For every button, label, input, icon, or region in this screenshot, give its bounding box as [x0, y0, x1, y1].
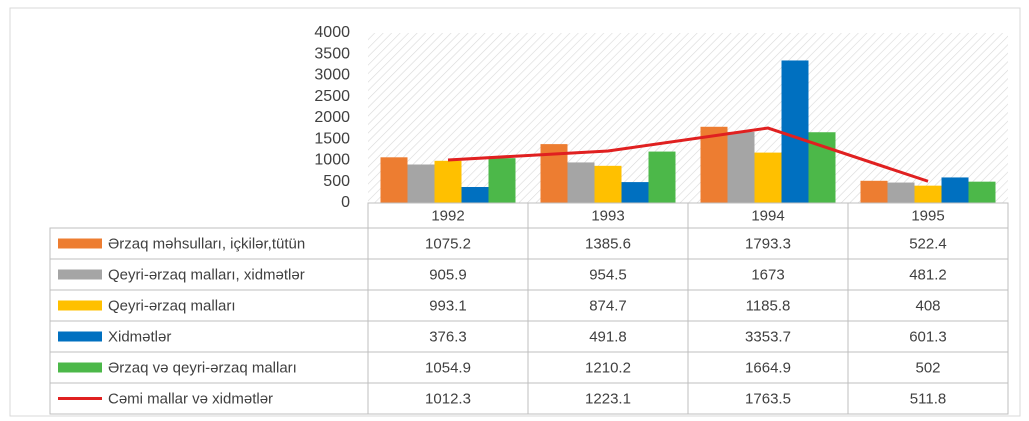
legend-label: Cəmi mallar və xidmətlər: [108, 390, 273, 407]
bar: [407, 164, 435, 203]
table-value: 376.3: [429, 328, 467, 345]
bar: [754, 152, 782, 203]
table-value: 1185.8: [746, 297, 791, 314]
bar: [887, 182, 915, 203]
y-tick-label: 2000: [314, 109, 350, 126]
bar: [781, 60, 809, 204]
table-value: 1673: [751, 266, 784, 283]
table-value: 1793.3: [745, 235, 791, 252]
table-value: 3353.7: [745, 328, 791, 345]
y-tick-label: 1500: [314, 130, 350, 147]
table-value: 502: [915, 359, 940, 376]
y-tick-label: 3000: [314, 67, 350, 84]
legend-key: [58, 331, 102, 342]
table-cell: [847, 382, 1009, 415]
table-value: 1763.5: [745, 390, 791, 407]
bar: [488, 158, 516, 203]
legend-key: [58, 300, 102, 311]
table-value: 511.8: [910, 390, 946, 407]
table-value: 1075.2: [425, 235, 471, 252]
table-value: 954.5: [589, 266, 627, 283]
bar: [567, 162, 595, 203]
y-tick-label: 1000: [314, 152, 350, 169]
legend-label: Ərzaq və qeyri-ərzaq malları: [108, 359, 297, 376]
bar: [700, 126, 728, 203]
plot-area: [368, 33, 1008, 203]
legend-label: Ərzaq məhsulları, içkilər,tütün: [108, 235, 305, 252]
y-tick-label: 500: [323, 173, 350, 190]
table-value: 491.8: [589, 328, 627, 345]
y-tick-label: 0: [341, 194, 350, 211]
table-value: 993.1: [429, 297, 467, 314]
bar: [621, 182, 649, 203]
legend-label: Xidmətlər: [108, 328, 171, 345]
bar: [860, 180, 888, 203]
legend-key: [58, 238, 102, 249]
x-tick-label: 1995: [911, 207, 944, 224]
legend-key: [58, 362, 102, 373]
bar: [461, 187, 489, 203]
x-tick-label: 1994: [751, 207, 784, 224]
table-value: 1054.9: [425, 359, 471, 376]
table-value: 601.3: [909, 328, 947, 345]
bar: [648, 151, 676, 203]
y-tick-label: 4000: [314, 24, 350, 41]
table-value: 1223.1: [585, 390, 631, 407]
legend-key: [58, 269, 102, 280]
legend-label: Qeyri-ərzaq malları, xidmətlər: [108, 266, 305, 283]
chart-border: [9, 7, 1021, 417]
bar: [941, 177, 969, 203]
y-tick-label: 3500: [314, 45, 350, 62]
line: [447, 126, 929, 183]
bar: [968, 181, 996, 203]
bar: [434, 160, 462, 203]
table-value: 522.4: [909, 235, 947, 252]
legend-label: Qeyri-ərzaq malları: [108, 297, 236, 314]
bar: [727, 131, 755, 203]
bar: [594, 165, 622, 203]
table-value: 1012.3: [425, 390, 471, 407]
x-tick-label: 1992: [431, 207, 464, 224]
table-value: 481.2: [909, 266, 947, 283]
table-value: 1664.9: [745, 359, 791, 376]
y-tick-label: 2500: [314, 88, 350, 105]
table-value: 1210.2: [585, 359, 631, 376]
table-value: 874.7: [589, 297, 627, 314]
table-value: 1385.6: [585, 235, 631, 252]
table-value: 905.9: [429, 266, 467, 283]
x-tick-label: 1993: [591, 207, 624, 224]
table-value: 408: [915, 297, 940, 314]
bar: [914, 185, 942, 203]
bar: [380, 157, 408, 203]
